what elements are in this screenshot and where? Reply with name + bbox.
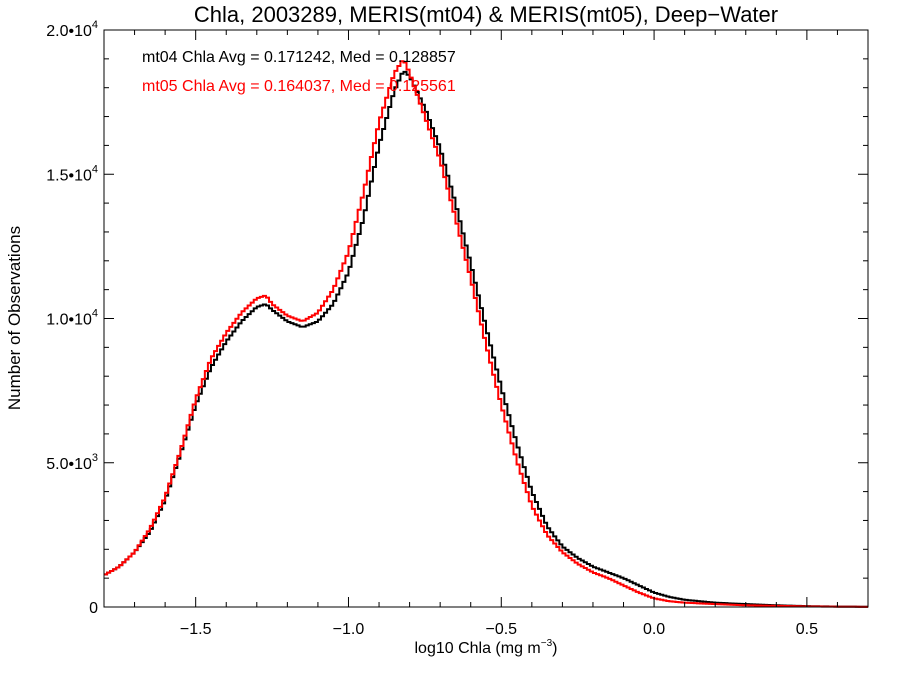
x-tick-label: −1.5 [180, 621, 212, 638]
x-axis-title: log10 Chla (mg m−3) [414, 638, 557, 657]
annotation-mt04-stats: mt04 Chla Avg = 0.171242, Med = 0.128857 [142, 49, 456, 66]
x-tick-label: 0.0 [643, 621, 665, 638]
y-tick-label: 1.5•104 [46, 163, 98, 184]
series-layer [104, 60, 868, 608]
annotations: mt04 Chla Avg = 0.171242, Med = 0.128857… [142, 49, 456, 95]
x-tick-label: −0.5 [485, 621, 517, 638]
series-line-mt04 [104, 70, 868, 608]
series-line-mt05 [104, 60, 868, 608]
x-axis-title-sup: −3 [541, 638, 553, 649]
chart-title: Chla, 2003289, MERIS(mt04) & MERIS(mt05)… [194, 2, 778, 27]
x-tick-label: 0.5 [796, 621, 818, 638]
annotation-mt05-stats: mt05 Chla Avg = 0.164037, Med = 0.125561 [142, 78, 456, 95]
y-tick-label: 0 [89, 600, 98, 617]
y-axis-ticks: 0 5.0•103 1.0•104 1.5•104 2.0•104 [46, 19, 868, 617]
y-tick-label: 2.0•104 [46, 19, 98, 40]
x-axis-ticks: −1.5 −1.0 −0.5 0.0 0.5 [134, 30, 838, 638]
x-axis-title-suffix: ) [552, 640, 557, 657]
y-tick-label: 5.0•103 [46, 452, 98, 473]
y-axis-title: Number of Observations [5, 226, 24, 410]
y-tick-label: 1.0•104 [46, 308, 98, 329]
plot-area: −1.5 −1.0 −0.5 0.0 0.5 0 5.0•103 1.0•104 1.5•10… [46, 19, 869, 638]
x-tick-label: −1.0 [333, 621, 365, 638]
x-axis-title-main: log10 Chla (mg m [414, 640, 540, 657]
